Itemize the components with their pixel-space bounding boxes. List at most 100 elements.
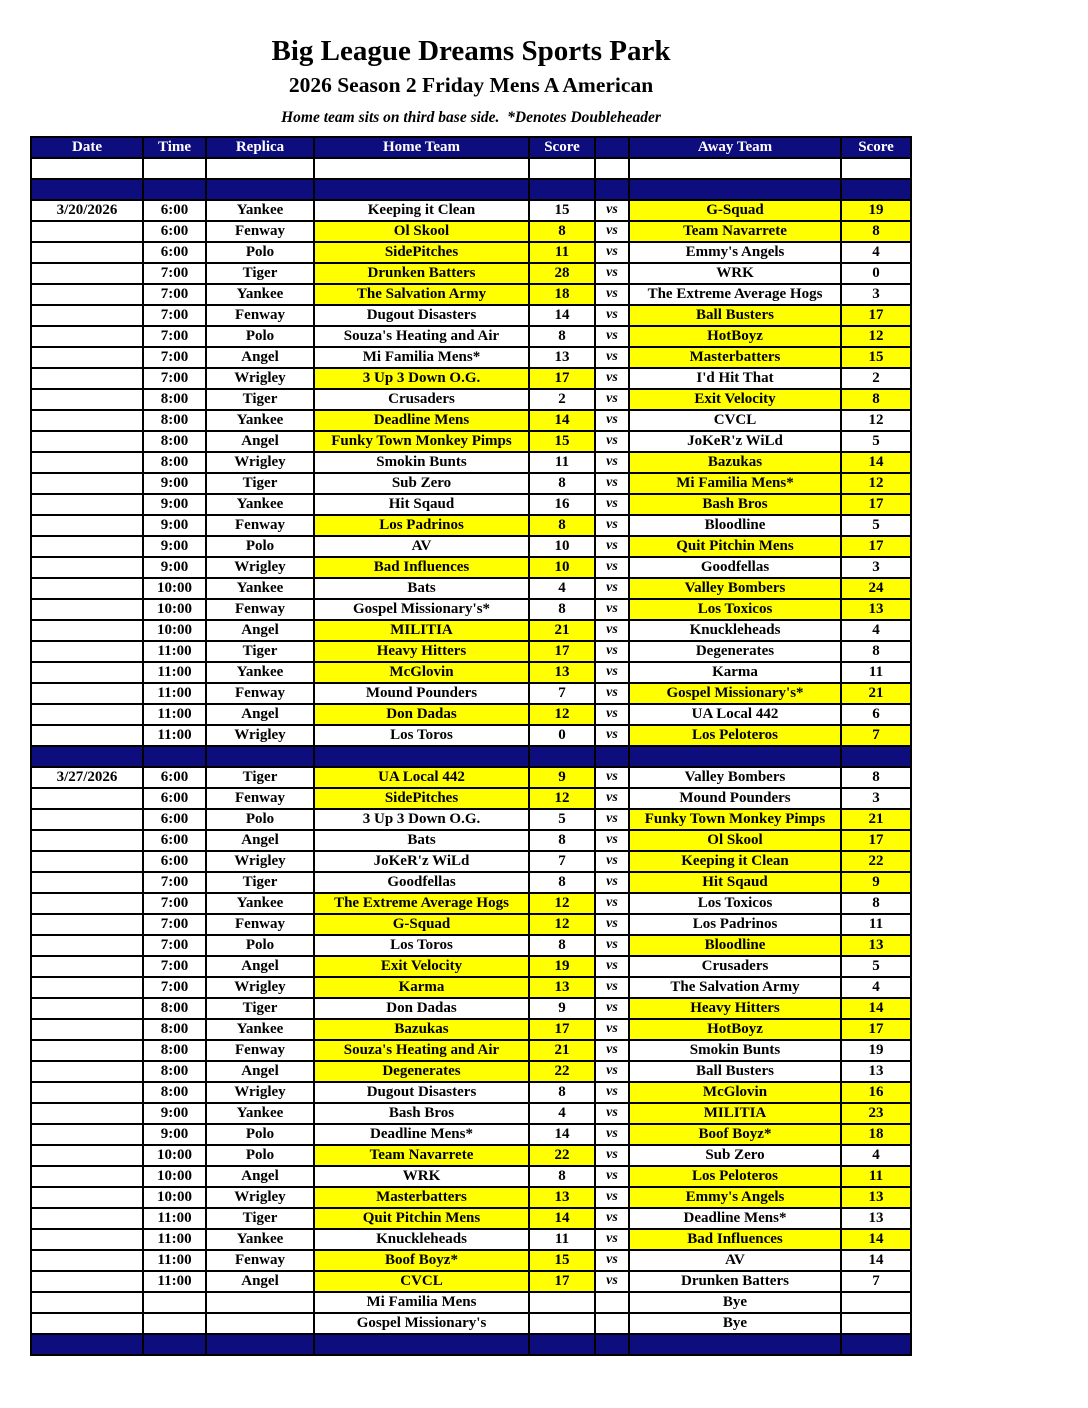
cell-date: [30, 1228, 144, 1251]
cell-replica: Polo: [205, 808, 315, 831]
cell-date: [30, 220, 144, 243]
cell-home-score: 14: [528, 1123, 596, 1146]
cell-replica: Polo: [205, 1123, 315, 1146]
cell-away-score: 14: [840, 451, 912, 474]
cell-time: 7:00: [142, 283, 207, 306]
cell-vs: vs: [594, 241, 630, 264]
cell-time: 8:00: [142, 1018, 207, 1041]
cell-home-score: 5: [528, 808, 596, 831]
cell-home-score: 16: [528, 493, 596, 516]
cell-home-score: 22: [528, 1144, 596, 1167]
cell-away-team: CVCL: [628, 409, 842, 432]
cell-home-score: 13: [528, 976, 596, 999]
cell-date: [30, 997, 144, 1020]
table-row: 10:00 Wrigley Masterbatters 13 vs Emmy's Ange…: [30, 1186, 912, 1209]
cell-home-score: 8: [528, 1081, 596, 1104]
cell-date: [30, 598, 144, 621]
cell-date: [30, 283, 144, 306]
cell-time: 9:00: [142, 535, 207, 558]
cell-away-score: 19: [840, 1039, 912, 1062]
cell-away-team: Team Navarrete: [628, 220, 842, 243]
cell-home-score: 8: [528, 514, 596, 537]
cell-away-team: Smokin Bunts: [628, 1039, 842, 1062]
cell-away-score: 12: [840, 325, 912, 348]
cell-away-score: 9: [840, 871, 912, 894]
cell-away-score: 8: [840, 892, 912, 915]
cell-date: [30, 703, 144, 726]
cell-home-team: The Salvation Army: [313, 283, 530, 306]
cell-home-score: 14: [528, 304, 596, 327]
cell-home-score: 8: [528, 871, 596, 894]
cell-replica: Fenway: [205, 598, 315, 621]
cell-time: 10:00: [142, 1186, 207, 1209]
cell-date: [30, 640, 144, 663]
column-header-time: Time: [142, 136, 207, 159]
cell-vs: vs: [594, 619, 630, 642]
spacer-cell: [30, 157, 144, 180]
cell-vs: vs: [594, 388, 630, 411]
cell-date: [30, 682, 144, 705]
cell-home-team: Los Toros: [313, 934, 530, 957]
table-body: 3/20/2026 6:00 Yankee Keeping it Clean 15 vs G…: [30, 157, 912, 1356]
cell-replica: Tiger: [205, 1207, 315, 1230]
header-row: Date Time Replica Home Team Score Away Team Sc…: [30, 136, 912, 159]
cell-replica: Yankee: [205, 409, 315, 432]
cell-away-score: 16: [840, 1081, 912, 1104]
cell-date: [30, 619, 144, 642]
cell-away-score: 17: [840, 535, 912, 558]
spacer-row: [30, 157, 912, 180]
cell-home-team: Smokin Bunts: [313, 451, 530, 474]
cell-time: 6:00: [142, 766, 207, 789]
table-row: 11:00 Fenway Boof Boyz* 15 vs AV 14: [30, 1249, 912, 1272]
cell-home-team: 3 Up 3 Down O.G.: [313, 808, 530, 831]
cell-time: 9:00: [142, 1123, 207, 1146]
cell-date: [30, 325, 144, 348]
cell-vs: vs: [594, 325, 630, 348]
table-row: 9:00 Polo AV 10 vs Quit Pitchin Mens 17: [30, 535, 912, 558]
cell-away-team: McGlovin: [628, 1081, 842, 1104]
cell-home-score: 15: [528, 199, 596, 222]
cell-away-team: Ball Busters: [628, 1060, 842, 1083]
cell-home-score: 10: [528, 535, 596, 558]
cell-away-team: Crusaders: [628, 955, 842, 978]
bye-row: Gospel Missionary's Bye: [30, 1312, 912, 1335]
table-row: 11:00 Angel Don Dadas 12 vs UA Local 442 6: [30, 703, 912, 726]
cell-home-team: Mi Familia Mens: [313, 1291, 530, 1314]
cell-replica: [205, 1291, 315, 1314]
cell-away-team: Bash Bros: [628, 493, 842, 516]
cell-time: 7:00: [142, 976, 207, 999]
cell-home-score: 10: [528, 556, 596, 579]
divider-cell: [528, 178, 596, 201]
table-row: 7:00 Fenway G-Squad 12 vs Los Padrinos 11: [30, 913, 912, 936]
cell-replica: Fenway: [205, 1039, 315, 1062]
cell-date: [30, 1207, 144, 1230]
divider-cell: [30, 1333, 144, 1356]
cell-replica: Angel: [205, 703, 315, 726]
cell-home-team: Crusaders: [313, 388, 530, 411]
cell-away-team: Bloodline: [628, 514, 842, 537]
cell-vs: vs: [594, 577, 630, 600]
cell-home-score: 17: [528, 640, 596, 663]
table-row: 9:00 Yankee Bash Bros 4 vs MILITIA 23: [30, 1102, 912, 1125]
cell-away-score: 8: [840, 220, 912, 243]
cell-away-team: Bad Influences: [628, 1228, 842, 1251]
divider-cell: [628, 178, 842, 201]
cell-date: [30, 451, 144, 474]
column-header-away-team: Away Team: [628, 136, 842, 159]
cell-away-score: 5: [840, 430, 912, 453]
cell-away-team: Drunken Batters: [628, 1270, 842, 1293]
cell-home-team: Drunken Batters: [313, 262, 530, 285]
table-row: 6:00 Polo SidePitches 11 vs Emmy's Angels 4: [30, 241, 912, 264]
cell-replica: Polo: [205, 1144, 315, 1167]
cell-away-score: 21: [840, 682, 912, 705]
cell-replica: Yankee: [205, 283, 315, 306]
spacer-cell: [528, 157, 596, 180]
cell-home-team: JoKeR'z WiLd: [313, 850, 530, 873]
cell-time: 7:00: [142, 262, 207, 285]
cell-time: 9:00: [142, 556, 207, 579]
page-subtitle: 2026 Season 2 Friday Mens A American: [288, 73, 654, 98]
cell-date: [30, 1081, 144, 1104]
table-row: 6:00 Wrigley JoKeR'z WiLd 7 vs Keeping it Cle…: [30, 850, 912, 873]
cell-date: [30, 577, 144, 600]
cell-time: 6:00: [142, 199, 207, 222]
